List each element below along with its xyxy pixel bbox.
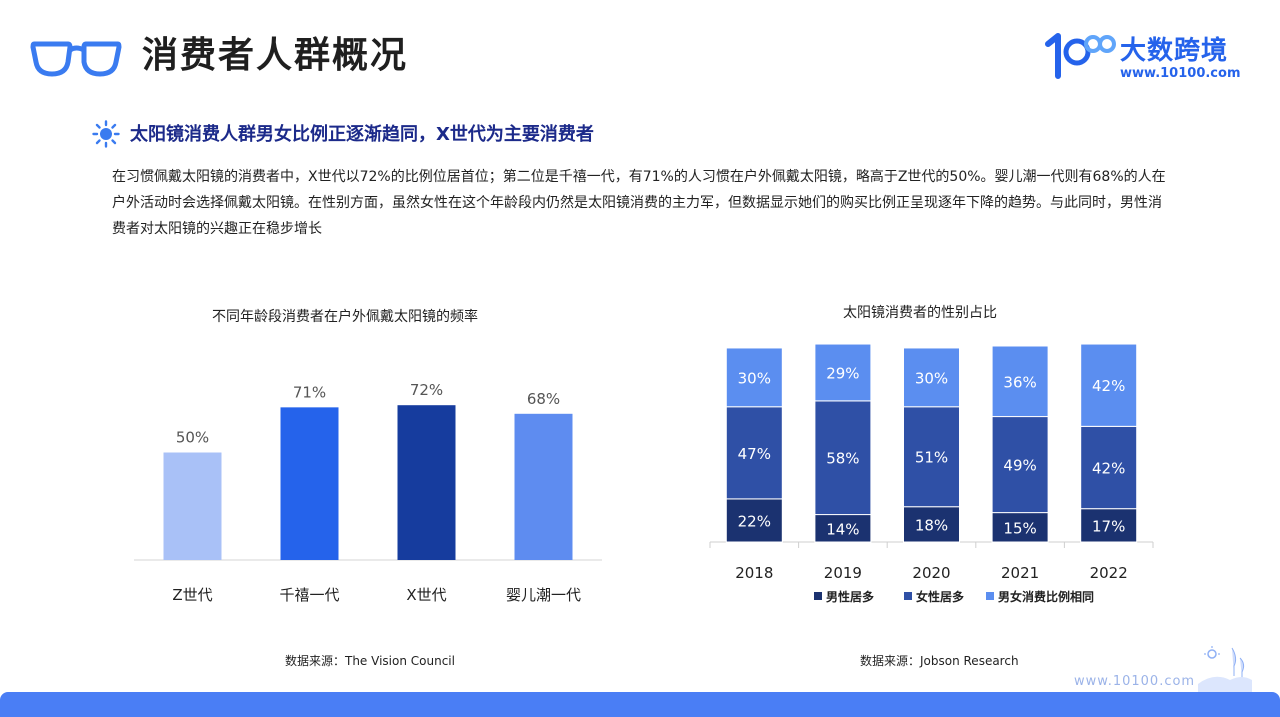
segment-value-label: 15%: [1003, 519, 1036, 537]
section-description: 在习惯佩戴太阳镜的消费者中，X世代以72%的比例位居首位；第二位是千禧一代，有7…: [112, 169, 1166, 237]
stack-segment-2-0: [725, 347, 783, 408]
age-bar-chart: 50% Z世代 71% 千禧一代 72% X世代 68% 婴儿潮一代: [134, 381, 602, 604]
stack-segment-1-2: [903, 406, 960, 508]
bar-0: [163, 452, 222, 560]
logo-url: www.10100.com: [1120, 66, 1241, 81]
x-tick-label: 2021: [1001, 564, 1039, 582]
segment-value-label: 51%: [915, 449, 948, 467]
sun-icon: [92, 120, 120, 148]
x-tick-label: 2020: [912, 564, 950, 582]
segment-value-label: 58%: [826, 450, 859, 468]
page-title: 消费者人群概况: [142, 35, 409, 76]
x-tick-label: 千禧一代: [279, 586, 339, 604]
x-tick-label: 2019: [824, 564, 862, 582]
segment-value-label: 22%: [738, 512, 771, 530]
legend-label: 男女消费比例相同: [998, 589, 1094, 604]
section-subtitle: 太阳镜消费人群男女比例正逐渐趋同，X世代为主要消费者: [130, 124, 594, 145]
glasses-icon: [30, 41, 122, 77]
gender-stacked-bar-chart: 22% 47% 30% 2018 14% 58% 29% 2019 18% 51% 30% 2020 1…: [709, 343, 1154, 604]
bottom-band: [0, 692, 1280, 717]
brand-logo[interactable]: 大数跨境 www.10100.com: [1044, 30, 1254, 86]
legend-label: 男性居多: [826, 589, 874, 604]
bar-2: [397, 405, 456, 560]
legend-label: 女性居多: [916, 589, 964, 604]
bar-3: [514, 413, 573, 560]
stack-segment-2-2: [903, 347, 960, 408]
segment-value-label: 30%: [738, 369, 771, 387]
stack-segment-0-4: [1080, 508, 1138, 543]
legend-swatch: [904, 592, 912, 600]
x-tick-label: 2018: [735, 564, 773, 582]
age-chart-source: 数据来源：The Vision Council: [285, 654, 455, 668]
stack-segment-2-3: [991, 345, 1049, 418]
stack-segment-1-4: [1080, 425, 1138, 510]
x-tick-label: 2022: [1090, 564, 1128, 582]
stack-segment-0-3: [991, 512, 1049, 543]
stack-segment-0-0: [725, 498, 783, 543]
gender-chart-title: 太阳镜消费者的性别占比: [843, 305, 997, 321]
segment-value-label: 17%: [1092, 517, 1125, 535]
stack-segment-0-1: [814, 514, 872, 543]
segment-value-label: 36%: [1003, 373, 1036, 391]
legend-swatch: [986, 592, 994, 600]
logo-mark-icon: [1045, 33, 1116, 79]
landscape-illustration-icon: [1198, 646, 1252, 692]
gender-chart-source: 数据来源：Jobson Research: [860, 654, 1019, 668]
segment-value-label: 30%: [915, 369, 948, 387]
bar-value-label: 68%: [527, 390, 560, 408]
segment-value-label: 49%: [1003, 457, 1036, 475]
stack-segment-2-4: [1080, 343, 1138, 427]
logo-name: 大数跨境: [1120, 36, 1229, 66]
x-tick-label: Z世代: [172, 586, 212, 604]
footer-url[interactable]: www.10100.com: [1074, 674, 1196, 689]
segment-value-label: 29%: [826, 364, 859, 382]
segment-value-label: 14%: [826, 520, 859, 538]
stack-segment-1-0: [725, 406, 783, 500]
stack-segment-1-3: [991, 416, 1049, 514]
segment-value-label: 47%: [738, 445, 771, 463]
legend-swatch: [814, 592, 822, 600]
bar-value-label: 71%: [293, 383, 326, 401]
segment-value-label: 42%: [1092, 460, 1125, 478]
x-tick-label: X世代: [406, 586, 446, 604]
bar-1: [280, 407, 339, 560]
age-chart-title: 不同年龄段消费者在户外佩戴太阳镜的频率: [212, 309, 478, 325]
bar-value-label: 50%: [176, 429, 209, 447]
stack-segment-1-1: [814, 400, 872, 516]
segment-value-label: 42%: [1092, 377, 1125, 395]
stack-segment-2-1: [814, 343, 872, 402]
segment-value-label: 18%: [915, 516, 948, 534]
bar-value-label: 72%: [410, 381, 443, 399]
x-tick-label: 婴儿潮一代: [506, 586, 581, 604]
